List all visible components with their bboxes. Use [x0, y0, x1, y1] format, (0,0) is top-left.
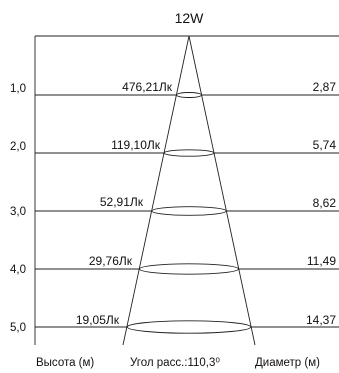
- height-label: 4,0: [10, 264, 26, 276]
- diameter-label: 8,62: [313, 196, 337, 210]
- lux-label: 52,91Лк: [100, 195, 144, 209]
- diameter-label: 11,49: [307, 254, 336, 268]
- diameter-label: 5,74: [313, 138, 337, 152]
- footer-diameter-label: Диаметр (м): [255, 357, 320, 369]
- beam-ellipse: [126, 320, 252, 334]
- cone-right-edge: [188, 35, 256, 346]
- diameter-label: 14,37: [306, 313, 336, 327]
- level-row: 3,0 52,91Лк 8,62: [10, 195, 339, 218]
- level-row: 1,0 476,21Лк 2,87: [10, 80, 339, 98]
- beam-ellipse: [176, 92, 202, 98]
- level-row: 2,0 119,10Лк 5,74: [10, 138, 339, 157]
- cone-left-edge: [122, 35, 190, 346]
- diameter-label: 2,87: [313, 80, 337, 94]
- beam-ellipse: [139, 263, 239, 275]
- level-row: 4,0 29,76Лк 11,49: [10, 254, 339, 276]
- lux-label: 29,76Лк: [89, 254, 133, 268]
- height-label: 3,0: [10, 206, 26, 218]
- lux-label: 119,10Лк: [111, 138, 161, 152]
- lux-label: 19,05Лк: [76, 313, 120, 327]
- level-row: 5,0 19,05Лк 14,37: [10, 313, 339, 334]
- footer-height-label: Высота (м): [36, 357, 94, 369]
- diagram-title: 12W: [175, 10, 205, 26]
- height-label: 1,0: [10, 83, 26, 95]
- height-label: 2,0: [10, 141, 26, 153]
- beam-ellipse: [151, 206, 227, 216]
- footer-angle-label: Угол расс.:110,3⁰: [130, 357, 220, 369]
- height-label: 5,0: [10, 322, 26, 334]
- lux-label: 476,21Лк: [122, 80, 173, 94]
- beam-ellipse: [163, 149, 215, 157]
